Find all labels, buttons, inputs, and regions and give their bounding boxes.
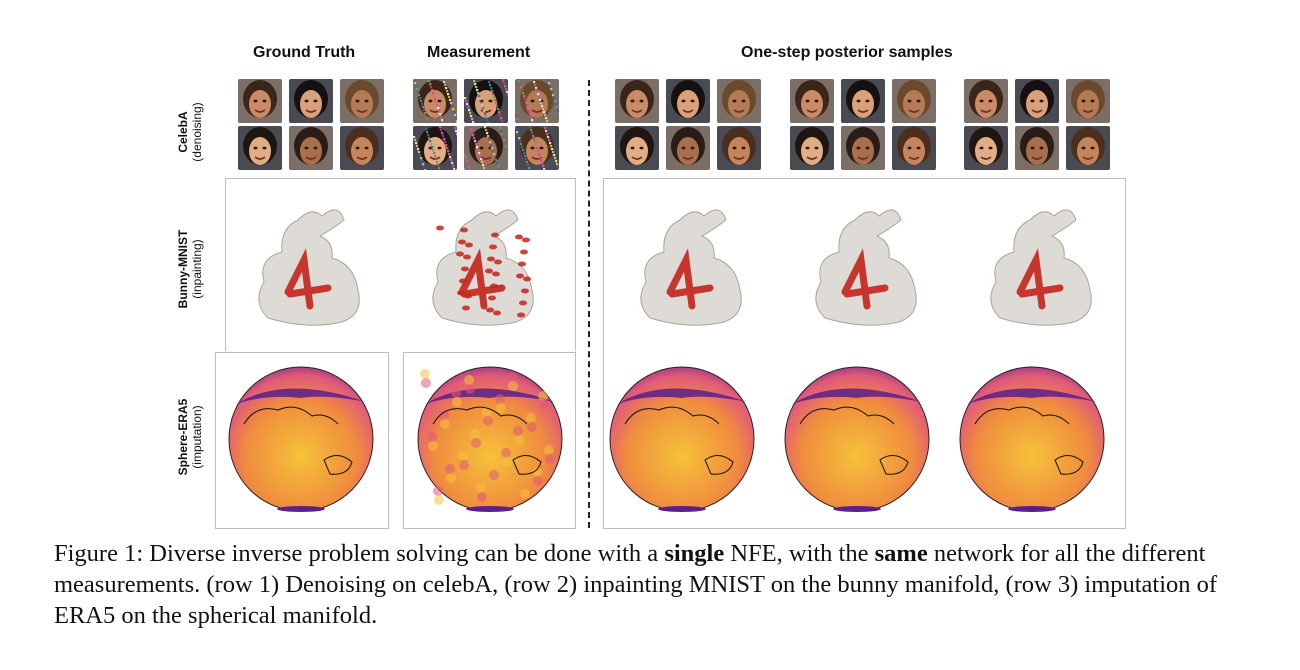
row-label-sphere-name: Sphere-ERA5 bbox=[176, 398, 190, 476]
face-image-sample3 bbox=[1015, 79, 1059, 123]
bunny-render-sample1 bbox=[620, 198, 760, 343]
sphere-render-sample3 bbox=[957, 364, 1107, 519]
bunny-render-sample2 bbox=[795, 198, 935, 343]
row-label-sphere-task: (imputation) bbox=[190, 405, 204, 469]
face-image-sample3 bbox=[964, 79, 1008, 123]
sphere-render-gt bbox=[226, 364, 376, 519]
sphere-render-measurement bbox=[415, 364, 565, 519]
face-image-measurement bbox=[515, 126, 559, 170]
dashed-divider bbox=[588, 80, 590, 528]
face-image-sample1 bbox=[666, 126, 710, 170]
face-image-gt bbox=[289, 79, 333, 123]
header-posterior-samples: One-step posterior samples bbox=[741, 44, 953, 61]
face-image-sample2 bbox=[790, 79, 834, 123]
row-label-celeba-name: CelebA bbox=[176, 111, 190, 153]
row-label-bunny-mnist: Bunny-MNIST (inpainting) bbox=[176, 209, 204, 329]
face-image-measurement bbox=[413, 79, 457, 123]
row-label-bunny-task: (inpainting) bbox=[190, 239, 204, 299]
row-label-sphere-era5: Sphere-ERA5 (imputation) bbox=[176, 377, 204, 497]
row-label-bunny-name: Bunny-MNIST bbox=[176, 229, 190, 309]
face-image-sample2 bbox=[892, 79, 936, 123]
sphere-render-sample2 bbox=[782, 364, 932, 519]
sphere-render-sample1 bbox=[607, 364, 757, 519]
face-image-measurement bbox=[464, 79, 508, 123]
face-image-sample1 bbox=[615, 79, 659, 123]
face-image-gt bbox=[238, 79, 282, 123]
caption-mid: NFE, with the bbox=[730, 540, 869, 567]
caption-prefix: Figure 1: Diverse inverse problem solvin… bbox=[54, 540, 659, 567]
face-image-measurement bbox=[515, 79, 559, 123]
header-ground-truth: Ground Truth bbox=[253, 44, 356, 61]
face-image-sample3 bbox=[964, 126, 1008, 170]
row-label-celeba: CelebA (denoising) bbox=[176, 87, 204, 177]
face-image-sample1 bbox=[615, 126, 659, 170]
caption-bold-same: same bbox=[874, 540, 928, 567]
face-image-gt bbox=[340, 126, 384, 170]
caption-suffix: network for all the different measuremen… bbox=[54, 540, 1218, 629]
face-image-gt bbox=[340, 79, 384, 123]
bunny-render-gt bbox=[238, 198, 378, 343]
face-image-measurement bbox=[413, 126, 457, 170]
face-image-sample2 bbox=[892, 126, 936, 170]
face-image-sample2 bbox=[841, 126, 885, 170]
figure-caption: Figure 1: Diverse inverse problem solvin… bbox=[54, 538, 1254, 631]
bunny-render-sample3 bbox=[970, 198, 1110, 343]
caption-bold-single: single bbox=[664, 540, 725, 567]
face-image-sample2 bbox=[841, 79, 885, 123]
face-image-gt bbox=[238, 126, 282, 170]
face-image-sample2 bbox=[790, 126, 834, 170]
face-image-sample3 bbox=[1066, 79, 1110, 123]
face-image-sample1 bbox=[717, 126, 761, 170]
face-image-sample3 bbox=[1066, 126, 1110, 170]
face-image-gt bbox=[289, 126, 333, 170]
face-image-sample1 bbox=[717, 79, 761, 123]
bunny-render-measurement bbox=[412, 198, 552, 343]
face-image-sample1 bbox=[666, 79, 710, 123]
header-measurement: Measurement bbox=[427, 44, 531, 61]
row-label-celeba-task: (denoising) bbox=[190, 102, 204, 162]
face-image-sample3 bbox=[1015, 126, 1059, 170]
face-image-measurement bbox=[464, 126, 508, 170]
